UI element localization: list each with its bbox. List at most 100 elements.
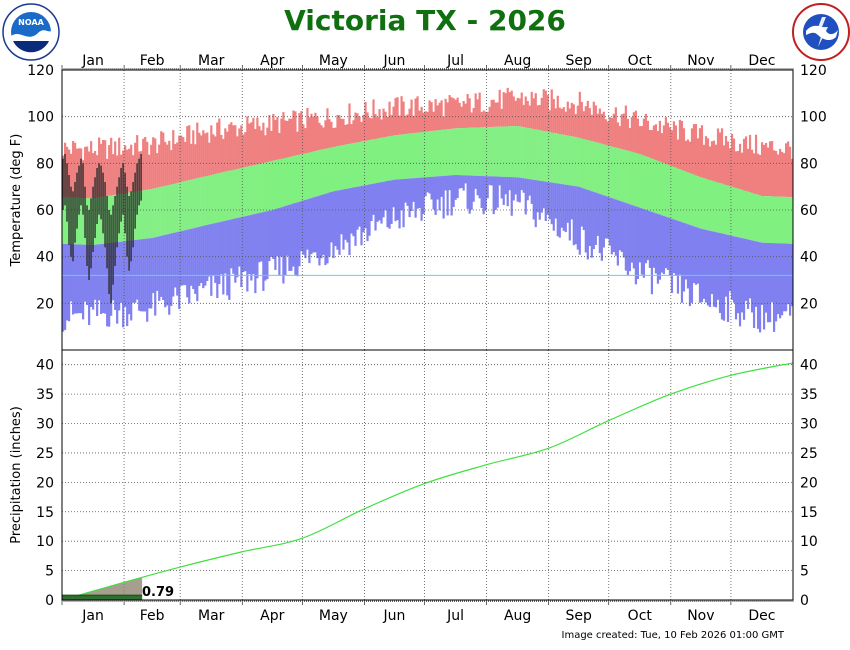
record-high-bar [366, 112, 369, 141]
precip-right-tick-label: 10 [800, 534, 818, 550]
normal-range-bar [600, 143, 603, 195]
record-low-bar [762, 242, 766, 330]
record-high-bar [746, 148, 750, 192]
observed-temp-bar [112, 205, 114, 285]
record-low-bar [174, 232, 177, 288]
record-low-bar [512, 177, 515, 201]
record-low-bar [644, 209, 647, 264]
record-low-bar [486, 176, 489, 199]
record-low-bar [258, 212, 261, 263]
record-low-bar [694, 226, 698, 285]
normal-range-bar [340, 145, 343, 190]
record-low-bar [668, 217, 672, 276]
normal-range-bar [780, 196, 784, 244]
record-high-bar [256, 117, 259, 165]
record-low-bar [726, 234, 730, 322]
record-high-bar [716, 128, 720, 183]
record-low-bar [358, 186, 361, 227]
normal-range-bar [486, 127, 489, 177]
record-low-bar [208, 224, 211, 277]
record-high-bar [380, 119, 383, 138]
record-low-bar [214, 223, 217, 283]
record-low-bar [642, 209, 645, 278]
normal-range-bar [452, 128, 455, 176]
normal-range-bar [292, 156, 295, 204]
normal-range-bar [326, 148, 329, 194]
normal-range-bar [742, 190, 746, 239]
record-high-bar [518, 98, 521, 127]
record-high-bar [326, 108, 329, 149]
record-low-bar [376, 182, 379, 222]
record-high-bar [580, 101, 583, 139]
normal-range-bar [758, 195, 762, 243]
normal-range-bar [410, 133, 413, 179]
record-low-bar [444, 175, 447, 191]
record-low-bar [664, 216, 668, 269]
record-low-bar [712, 231, 716, 307]
record-high-bar [198, 132, 201, 178]
record-high-bar [506, 87, 509, 127]
normal-range-bar [702, 178, 706, 230]
normal-range-bar [302, 153, 305, 201]
normal-range-bar [82, 197, 85, 245]
precip-right-tick-label: 35 [800, 387, 818, 403]
record-high-bar [666, 122, 670, 165]
record-low-bar [764, 242, 768, 313]
record-low-bar [738, 237, 742, 327]
normal-range-bar [566, 135, 569, 185]
record-low-bar [350, 187, 353, 234]
temp-left-tick-label: 60 [36, 203, 54, 219]
record-high-bar [780, 151, 784, 197]
precip-left-tick-label: 25 [36, 446, 54, 462]
normal-range-bar [748, 192, 752, 240]
record-low-bar [536, 180, 539, 213]
normal-range-bar [738, 189, 742, 238]
normal-range-bar [574, 137, 577, 187]
normal-range-bar [404, 134, 407, 179]
record-high-bar [616, 122, 619, 149]
record-low-bar [278, 207, 281, 276]
normal-range-bar [672, 167, 676, 220]
normal-range-bar [344, 144, 347, 190]
record-low-bar [620, 201, 623, 252]
record-low-bar [348, 188, 351, 256]
record-high-bar [332, 128, 335, 147]
normal-range-bar [192, 179, 195, 229]
record-low-bar [590, 191, 593, 258]
record-high-bar [598, 108, 601, 144]
normal-range-bar [514, 126, 517, 178]
record-high-bar [110, 137, 113, 196]
record-low-bar [494, 176, 497, 210]
normal-range-bar [560, 134, 563, 185]
normal-range-bar [438, 130, 441, 177]
record-high-bar [604, 119, 607, 145]
record-low-bar [126, 240, 129, 327]
record-low-bar [292, 203, 295, 267]
record-low-bar [152, 237, 155, 294]
record-high-bar [638, 126, 641, 154]
record-low-bar [266, 211, 269, 280]
record-low-bar [440, 176, 443, 197]
top-month-label: Jan [81, 53, 104, 69]
normal-range-bar [338, 145, 341, 191]
temp-left-tick-label: 120 [27, 63, 54, 79]
record-low-bar [334, 190, 337, 247]
record-high-bar [770, 141, 774, 197]
record-low-bar [696, 227, 700, 284]
record-low-bar [230, 219, 233, 269]
record-high-bar [194, 144, 197, 179]
normal-range-bar [752, 193, 756, 241]
normal-range-bar [252, 165, 255, 215]
normal-range-bar [370, 139, 373, 185]
record-high-bar [286, 120, 289, 158]
record-low-bar [524, 178, 527, 215]
record-low-bar [714, 232, 718, 308]
normal-range-bar [746, 191, 750, 240]
record-high-bar [542, 89, 545, 131]
bottom-month-label: Aug [504, 608, 531, 624]
record-low-bar [82, 244, 85, 320]
precip-left-tick-label: 20 [36, 475, 54, 491]
normal-range-bar [488, 127, 491, 177]
bottom-month-label: Jul [446, 608, 464, 624]
